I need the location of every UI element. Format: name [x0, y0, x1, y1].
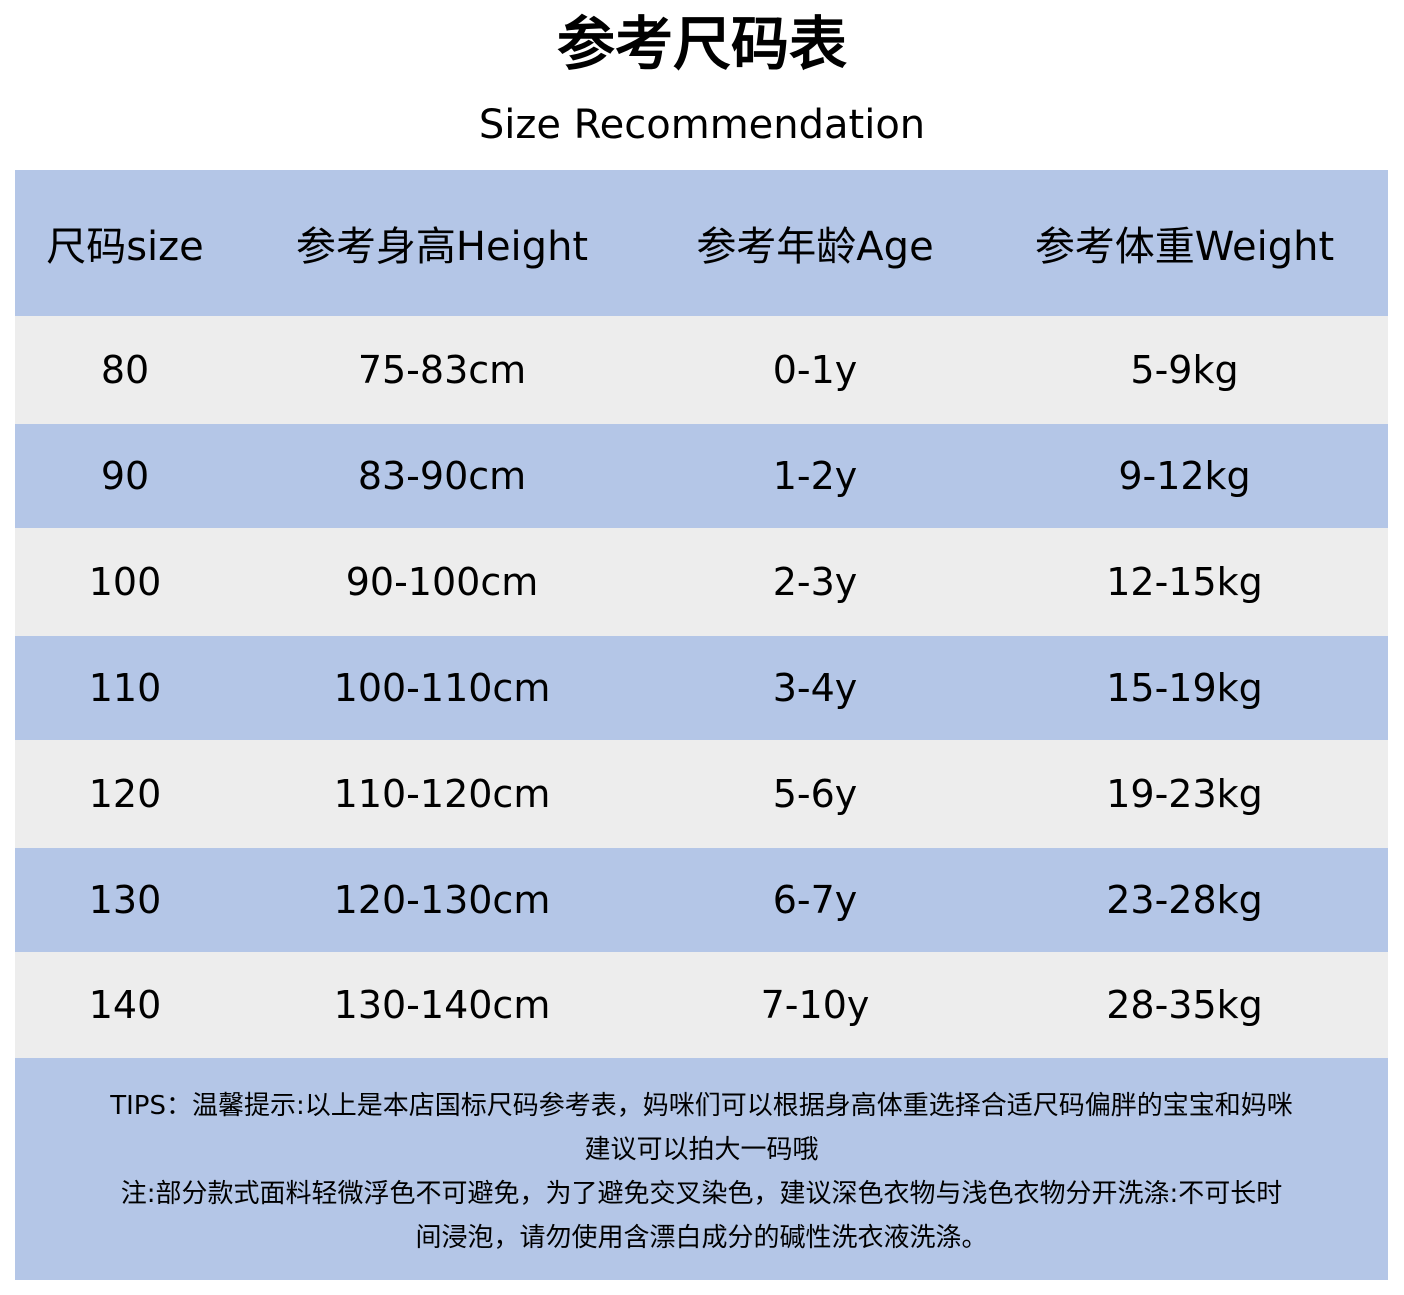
table-row: 110 100-110cm 3-4y 15-19kg: [15, 636, 1388, 740]
tips-line: TIPS：温馨提示:以上是本店国标尺码参考表，妈咪们可以根据身高体重选择合适尺码…: [110, 1091, 1293, 1121]
table-row: 140 130-140cm 7-10y 28-35kg: [15, 952, 1388, 1058]
size-table: 尺码size 参考身高Height 参考年龄Age 参考体重Weight 80 7…: [15, 170, 1388, 1058]
cell-weight: 28-35kg: [1106, 983, 1263, 1027]
cell-weight: 12-15kg: [1106, 560, 1263, 604]
cell-weight: 5-9kg: [1130, 348, 1239, 392]
cell-size: 80: [100, 348, 150, 392]
cell-weight: 15-19kg: [1106, 666, 1263, 710]
page-subtitle: Size Recommendation: [478, 102, 926, 148]
table-row: 80 75-83cm 0-1y 5-9kg: [15, 316, 1388, 424]
cell-weight: 9-12kg: [1118, 454, 1251, 498]
header-weight: 参考体重Weight: [1034, 224, 1335, 270]
cell-age: 3-4y: [772, 666, 858, 710]
table-row: 100 90-100cm 2-3y 12-15kg: [15, 528, 1388, 636]
cell-height: 100-110cm: [333, 666, 551, 710]
cell-age: 6-7y: [772, 878, 858, 922]
note-line: 注:部分款式面料轻微浮色不可避免，为了避免交叉染色，建议深色衣物与浅色衣物分开洗…: [120, 1179, 1283, 1209]
header-height: 参考身高Height: [295, 224, 589, 270]
table-row: 130 120-130cm 6-7y 23-28kg: [15, 848, 1388, 952]
cell-size: 90: [100, 454, 150, 498]
cell-height: 90-100cm: [345, 560, 539, 604]
cell-height: 75-83cm: [357, 348, 527, 392]
cell-age: 7-10y: [760, 983, 870, 1027]
cell-age: 5-6y: [772, 772, 858, 816]
cell-height: 120-130cm: [333, 878, 551, 922]
cell-age: 2-3y: [772, 560, 858, 604]
cell-weight: 19-23kg: [1106, 772, 1263, 816]
cell-age: 0-1y: [772, 348, 858, 392]
header-size: 尺码size: [46, 224, 204, 270]
cell-height: 130-140cm: [333, 983, 551, 1027]
cell-size: 100: [88, 560, 162, 604]
cell-size: 140: [88, 983, 162, 1027]
cell-size: 120: [88, 772, 162, 816]
header-age: 参考年龄Age: [696, 224, 934, 270]
cell-weight: 23-28kg: [1106, 878, 1263, 922]
table-row: 90 83-90cm 1-2y 9-12kg: [15, 424, 1388, 528]
page-title: 参考尺码表: [556, 10, 847, 78]
tips-panel: TIPS：温馨提示:以上是本店国标尺码参考表，妈咪们可以根据身高体重选择合适尺码…: [15, 1058, 1388, 1280]
table-header-row: 尺码size 参考身高Height 参考年龄Age 参考体重Weight: [15, 170, 1388, 316]
cell-age: 1-2y: [772, 454, 858, 498]
cell-size: 110: [88, 666, 162, 710]
cell-height: 83-90cm: [357, 454, 527, 498]
cell-size: 130: [88, 878, 162, 922]
table-row: 120 110-120cm 5-6y 19-23kg: [15, 740, 1388, 848]
note-line: 间浸泡，请勿使用含漂白成分的碱性洗衣液洗涤。: [415, 1223, 988, 1253]
cell-height: 110-120cm: [333, 772, 551, 816]
tips-line: 建议可以拍大一码哦: [584, 1135, 819, 1165]
